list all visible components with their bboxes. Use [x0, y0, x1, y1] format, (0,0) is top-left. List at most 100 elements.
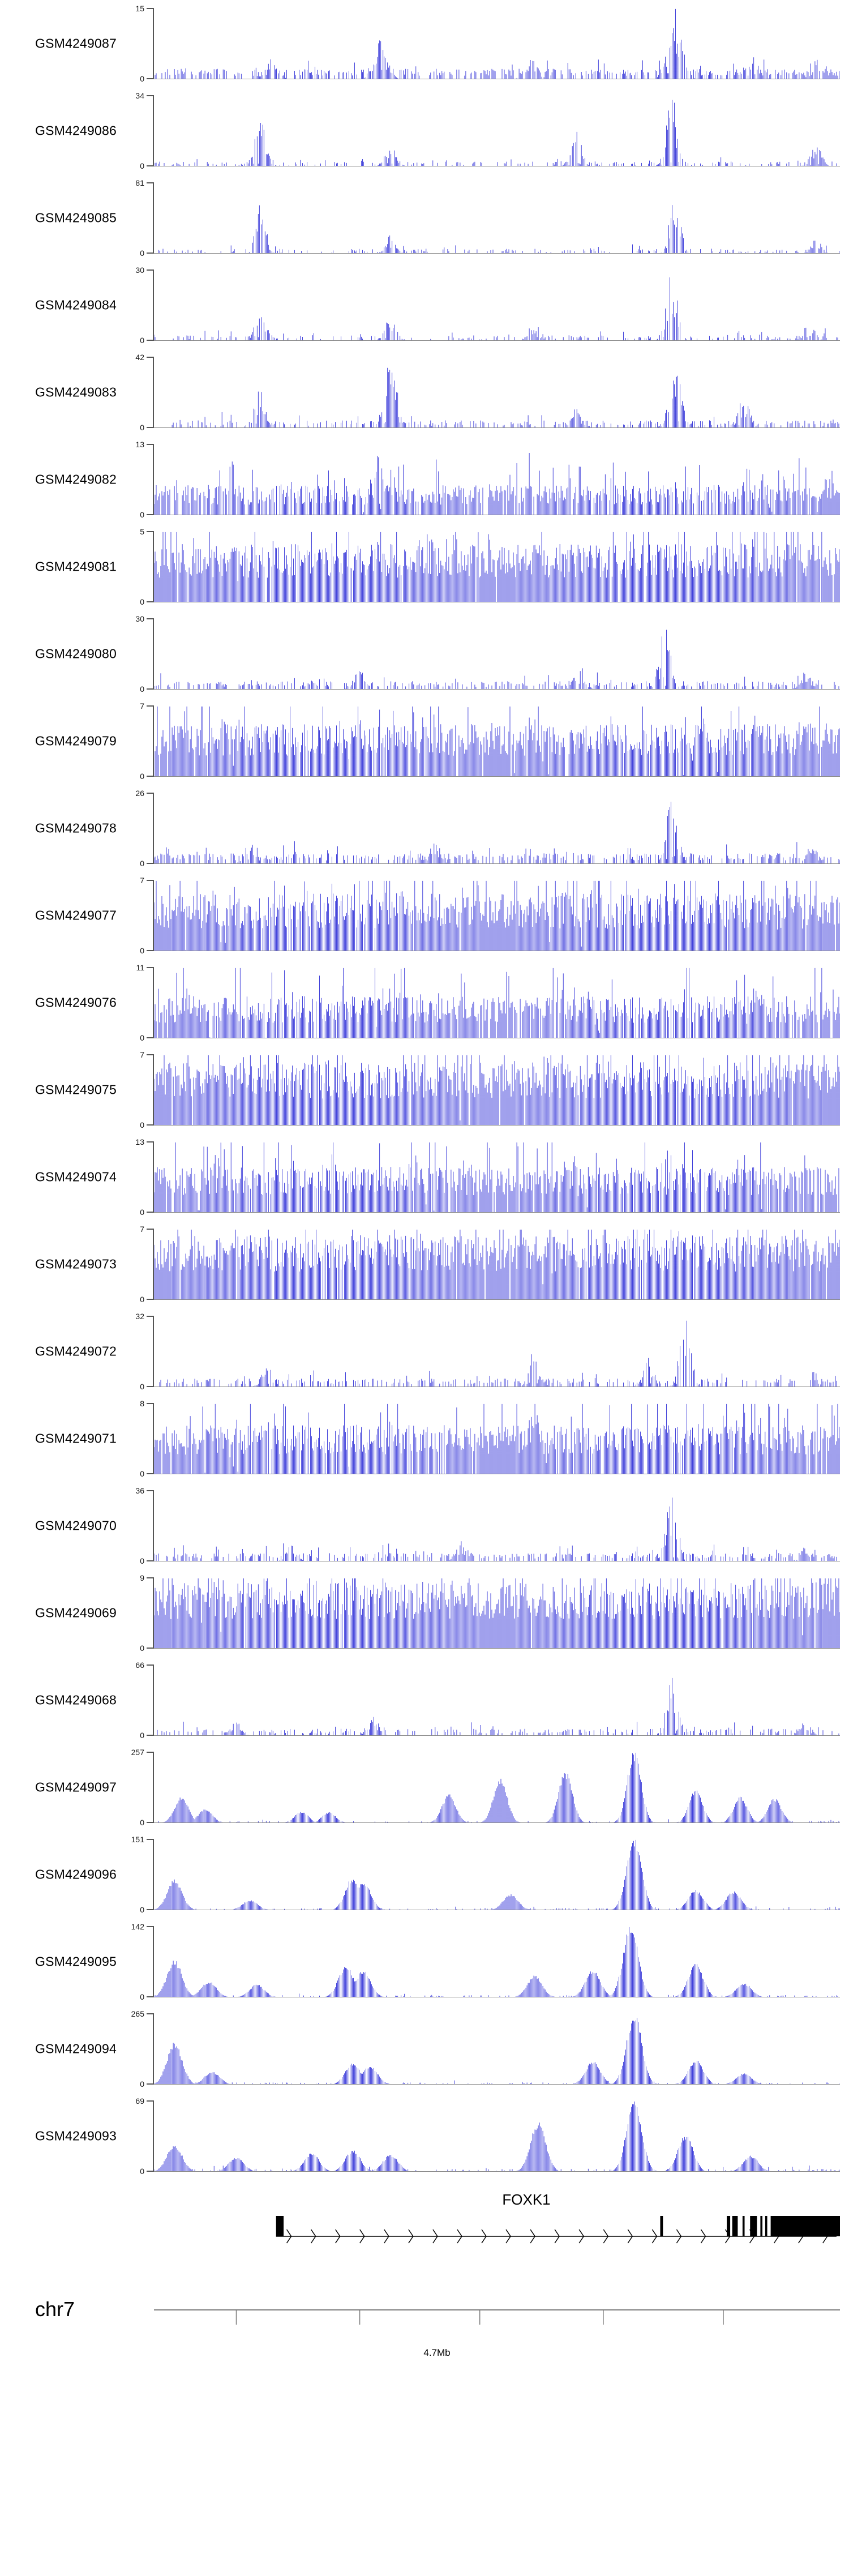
- y-axis-max-label: 7: [140, 1050, 144, 1059]
- gene-exon-block: [760, 2216, 763, 2236]
- y-axis-max-label: 7: [140, 876, 144, 885]
- y-axis-min-label: 0: [140, 1731, 144, 1740]
- y-axis-max-label: 81: [135, 178, 144, 187]
- track-baseline: [154, 688, 840, 690]
- track-y-axis: 69 0: [113, 2097, 154, 2176]
- track-y-axis: 257 0: [113, 1748, 154, 1827]
- track-y-axis: 34 0: [113, 92, 154, 170]
- track-sample-label: GSM4249096: [35, 1867, 117, 1882]
- track-y-axis: 11 0: [113, 964, 154, 1042]
- y-axis-max-label: 13: [135, 440, 144, 449]
- y-axis-line: [153, 182, 154, 254]
- y-axis-max-label: 7: [140, 701, 144, 711]
- y-axis-min-label: 0: [140, 1208, 144, 1217]
- y-axis-tick-bottom: [147, 1299, 154, 1300]
- y-axis-min-label: 0: [140, 1818, 144, 1827]
- coverage-track-row: GSM4249075 7 0: [0, 1046, 849, 1133]
- coverage-plot-area: [154, 357, 840, 428]
- track-sample-label: GSM4249069: [35, 1605, 117, 1620]
- gene-exon-block: [727, 2216, 731, 2236]
- track-y-axis: 30 0: [113, 615, 154, 693]
- chromosome-label: chr7: [35, 2297, 75, 2321]
- coverage-plot-area: [154, 2013, 840, 2085]
- track-y-axis: 142 0: [113, 1923, 154, 2001]
- track-y-axis: 15 0: [113, 5, 154, 83]
- coverage-tracks-container: GSM4249087 15 0 GSM4249086 34 0 GSM4249085 81 0 G…: [0, 0, 849, 2180]
- y-axis-line: [153, 531, 154, 602]
- y-axis-min-label: 0: [140, 1382, 144, 1391]
- gene-model-track: FOXK1: [0, 2180, 849, 2282]
- coverage-track-row: GSM4249082 13 0: [0, 436, 849, 523]
- y-axis-tick-bottom: [147, 688, 154, 690]
- y-axis-max-label: 36: [135, 1486, 144, 1495]
- y-axis-min-label: 0: [140, 423, 144, 432]
- y-axis-line: [153, 2100, 154, 2172]
- track-sample-label: GSM4249079: [35, 733, 117, 748]
- y-axis-tick-bottom: [147, 1648, 154, 1649]
- track-baseline: [154, 340, 840, 341]
- gene-strand-arrow-icon: [505, 2229, 511, 2244]
- coverage-plot-area: [154, 1054, 840, 1126]
- coverage-histogram: [154, 100, 840, 166]
- y-axis-tick-top: [147, 1141, 154, 1142]
- coverage-histogram: [154, 205, 840, 254]
- coverage-track-row: GSM4249087 15 0: [0, 0, 849, 87]
- coverage-track-row: GSM4249071 8 0: [0, 1395, 849, 1482]
- track-baseline: [154, 427, 840, 428]
- coverage-histogram: [154, 1229, 840, 1300]
- y-axis-line: [153, 8, 154, 79]
- gene-exon-block: [660, 2216, 663, 2236]
- coverage-histogram: [154, 880, 840, 951]
- track-y-axis: 81 0: [113, 178, 154, 257]
- gene-model-svg: [276, 2216, 840, 2244]
- track-sample-label: GSM4249077: [35, 908, 117, 923]
- y-axis-tick-bottom: [147, 1909, 154, 1910]
- track-baseline: [154, 2083, 840, 2085]
- coverage-track-row: GSM4249093 69 0: [0, 2093, 849, 2180]
- y-axis-min-label: 0: [140, 336, 144, 345]
- y-axis-tick-bottom: [147, 1212, 154, 1213]
- y-axis-tick-top: [147, 1316, 154, 1317]
- y-axis-line: [153, 1316, 154, 1387]
- y-axis-line: [153, 95, 154, 166]
- track-y-axis: 13 0: [113, 440, 154, 519]
- coverage-plot-area: [154, 1664, 840, 1736]
- y-axis-tick-bottom: [147, 950, 154, 951]
- track-sample-label: GSM4249082: [35, 472, 117, 487]
- gene-strand-arrow-icon: [700, 2229, 706, 2244]
- coverage-histogram: [154, 1055, 840, 1126]
- y-axis-tick-top: [147, 705, 154, 707]
- y-axis-line: [153, 1577, 154, 1649]
- y-axis-tick-top: [147, 618, 154, 619]
- gene-strand-arrow-icon: [457, 2229, 462, 2244]
- y-axis-tick-bottom: [147, 2171, 154, 2172]
- y-axis-line: [153, 1141, 154, 1213]
- y-axis-tick-top: [147, 1664, 154, 1666]
- gene-exon-block: [770, 2216, 840, 2236]
- gene-strand-arrow-icon: [481, 2229, 487, 2244]
- coverage-plot-area: [154, 705, 840, 777]
- track-baseline: [154, 776, 840, 777]
- y-axis-tick-top: [147, 269, 154, 271]
- y-axis-max-label: 151: [131, 1835, 144, 1844]
- y-axis-tick-top: [147, 444, 154, 445]
- y-axis-max-label: 32: [135, 1312, 144, 1321]
- y-axis-min-label: 0: [140, 1905, 144, 1914]
- y-axis-line: [153, 1926, 154, 1997]
- coverage-track-row: GSM4249079 7 0: [0, 698, 849, 785]
- y-axis-tick-bottom: [147, 1560, 154, 1561]
- y-axis-max-label: 9: [140, 1573, 144, 1582]
- y-axis-tick-top: [147, 793, 154, 794]
- coverage-histogram: [154, 968, 840, 1038]
- y-axis-min-label: 0: [140, 2167, 144, 2176]
- track-sample-label: GSM4249071: [35, 1431, 117, 1446]
- y-axis-tick-top: [147, 1577, 154, 1578]
- track-sample-label: GSM4249080: [35, 646, 117, 661]
- y-axis-tick-top: [147, 1839, 154, 1840]
- y-axis-min-label: 0: [140, 74, 144, 83]
- coverage-track-row: GSM4249084 30 0: [0, 262, 849, 349]
- track-sample-label: GSM4249073: [35, 1256, 117, 1272]
